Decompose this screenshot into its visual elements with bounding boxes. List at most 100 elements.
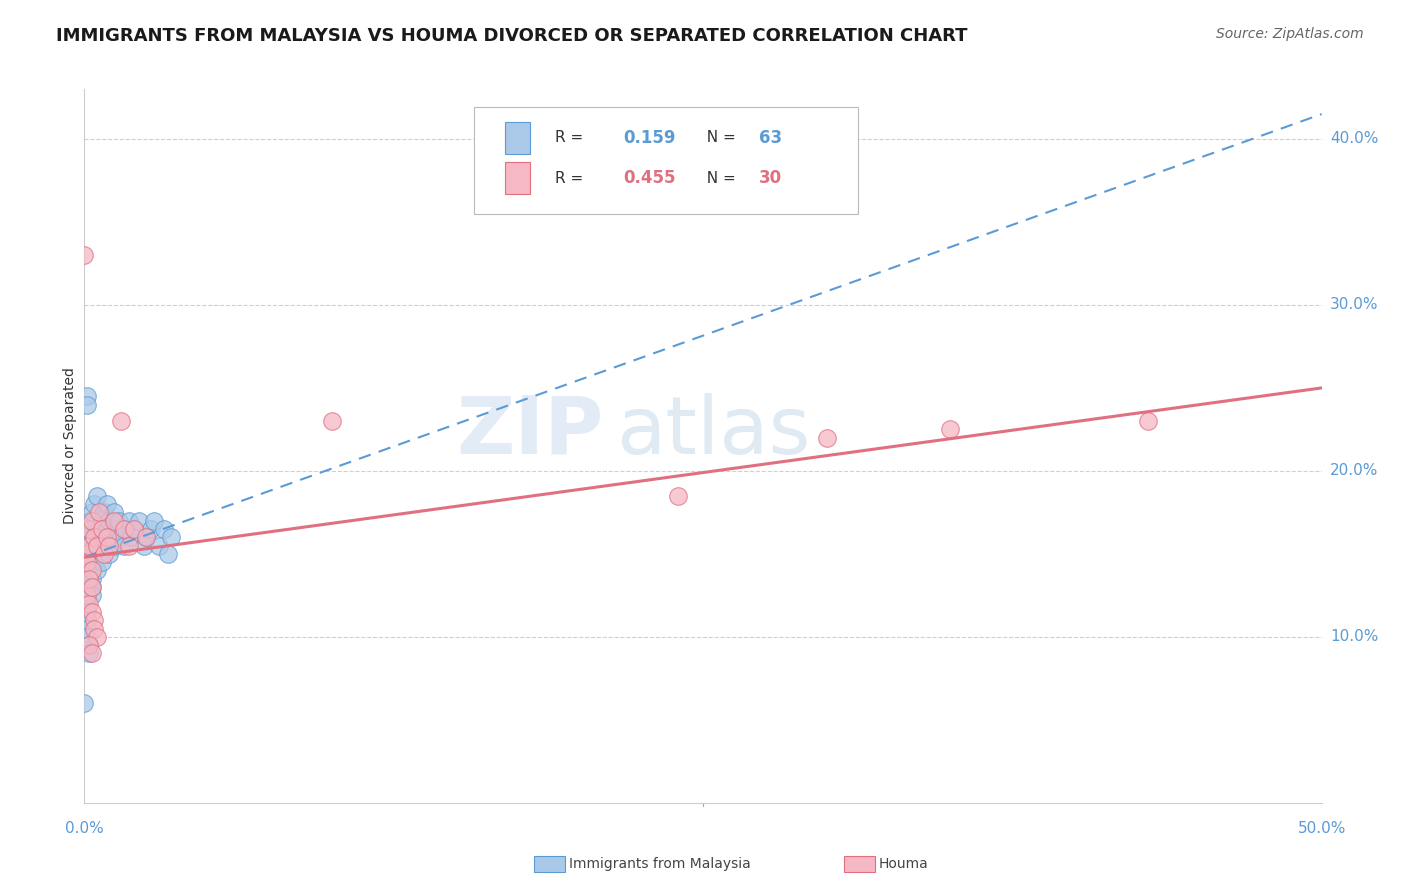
- Point: [108, 514, 131, 528]
- Point: [152, 522, 174, 536]
- Point: [73, 580, 96, 594]
- Point: [80, 605, 103, 619]
- Point: [76, 547, 98, 561]
- Point: [96, 530, 118, 544]
- Point: [76, 622, 98, 636]
- Text: Houma: Houma: [879, 857, 928, 871]
- Point: [86, 530, 108, 544]
- Point: [86, 630, 108, 644]
- Point: [83, 622, 105, 636]
- Point: [122, 522, 145, 536]
- Point: [79, 638, 101, 652]
- Text: 0.455: 0.455: [623, 169, 675, 187]
- Point: [115, 522, 138, 536]
- Point: [73, 696, 96, 710]
- Point: [98, 539, 121, 553]
- Point: [79, 597, 101, 611]
- Point: [80, 564, 103, 578]
- Point: [76, 397, 98, 411]
- Point: [118, 514, 141, 528]
- FancyBboxPatch shape: [505, 121, 530, 153]
- Text: 10.0%: 10.0%: [1330, 630, 1378, 644]
- Point: [132, 539, 155, 553]
- Point: [939, 422, 962, 436]
- FancyBboxPatch shape: [474, 107, 858, 214]
- Point: [76, 613, 98, 627]
- Point: [79, 514, 101, 528]
- Text: 63: 63: [759, 128, 782, 146]
- Point: [83, 539, 105, 553]
- Point: [110, 530, 132, 544]
- Point: [79, 539, 101, 553]
- Point: [160, 530, 183, 544]
- Point: [103, 539, 125, 553]
- Text: atlas: atlas: [616, 392, 811, 471]
- Y-axis label: Divorced or Separated: Divorced or Separated: [63, 368, 77, 524]
- Point: [93, 530, 115, 544]
- Point: [76, 555, 98, 569]
- Point: [110, 414, 132, 428]
- Point: [80, 580, 103, 594]
- Point: [93, 505, 115, 519]
- Point: [73, 539, 96, 553]
- Point: [83, 547, 105, 561]
- Point: [815, 431, 838, 445]
- Point: [135, 530, 157, 544]
- Point: [98, 547, 121, 561]
- Text: 20.0%: 20.0%: [1330, 463, 1378, 478]
- Point: [112, 539, 135, 553]
- Point: [86, 564, 108, 578]
- Point: [666, 489, 689, 503]
- Point: [93, 547, 115, 561]
- Text: R =: R =: [555, 171, 588, 186]
- Point: [96, 522, 118, 536]
- Point: [105, 522, 128, 536]
- Point: [83, 530, 105, 544]
- Text: N =: N =: [697, 171, 741, 186]
- Point: [90, 514, 112, 528]
- Point: [112, 522, 135, 536]
- Point: [73, 248, 96, 262]
- Point: [148, 539, 170, 553]
- Point: [79, 555, 101, 569]
- Point: [79, 539, 101, 553]
- Text: ZIP: ZIP: [457, 392, 605, 471]
- Point: [86, 539, 108, 553]
- Point: [79, 522, 101, 536]
- Text: Immigrants from Malaysia: Immigrants from Malaysia: [569, 857, 751, 871]
- Point: [142, 514, 165, 528]
- Point: [73, 555, 96, 569]
- Point: [122, 522, 145, 536]
- Point: [76, 588, 98, 602]
- Text: 40.0%: 40.0%: [1330, 131, 1378, 146]
- Point: [80, 580, 103, 594]
- Point: [83, 555, 105, 569]
- Text: IMMIGRANTS FROM MALAYSIA VS HOUMA DIVORCED OR SEPARATED CORRELATION CHART: IMMIGRANTS FROM MALAYSIA VS HOUMA DIVORC…: [56, 27, 967, 45]
- Point: [89, 522, 111, 536]
- Point: [89, 539, 111, 553]
- Text: Source: ZipAtlas.com: Source: ZipAtlas.com: [1216, 27, 1364, 41]
- Point: [80, 572, 103, 586]
- Point: [141, 522, 163, 536]
- Point: [118, 539, 141, 553]
- Point: [76, 389, 98, 403]
- Point: [98, 514, 121, 528]
- Point: [76, 630, 98, 644]
- Point: [83, 613, 105, 627]
- Point: [79, 638, 101, 652]
- Point: [90, 522, 112, 536]
- Point: [80, 505, 103, 519]
- Point: [76, 605, 98, 619]
- Point: [157, 547, 180, 561]
- Point: [76, 530, 98, 544]
- Point: [80, 514, 103, 528]
- Point: [79, 572, 101, 586]
- Text: 30.0%: 30.0%: [1330, 297, 1378, 312]
- Point: [103, 514, 125, 528]
- Text: 0.159: 0.159: [623, 128, 675, 146]
- Text: 50.0%: 50.0%: [1298, 821, 1346, 836]
- Point: [321, 414, 343, 428]
- Point: [135, 530, 157, 544]
- Point: [76, 597, 98, 611]
- Point: [96, 497, 118, 511]
